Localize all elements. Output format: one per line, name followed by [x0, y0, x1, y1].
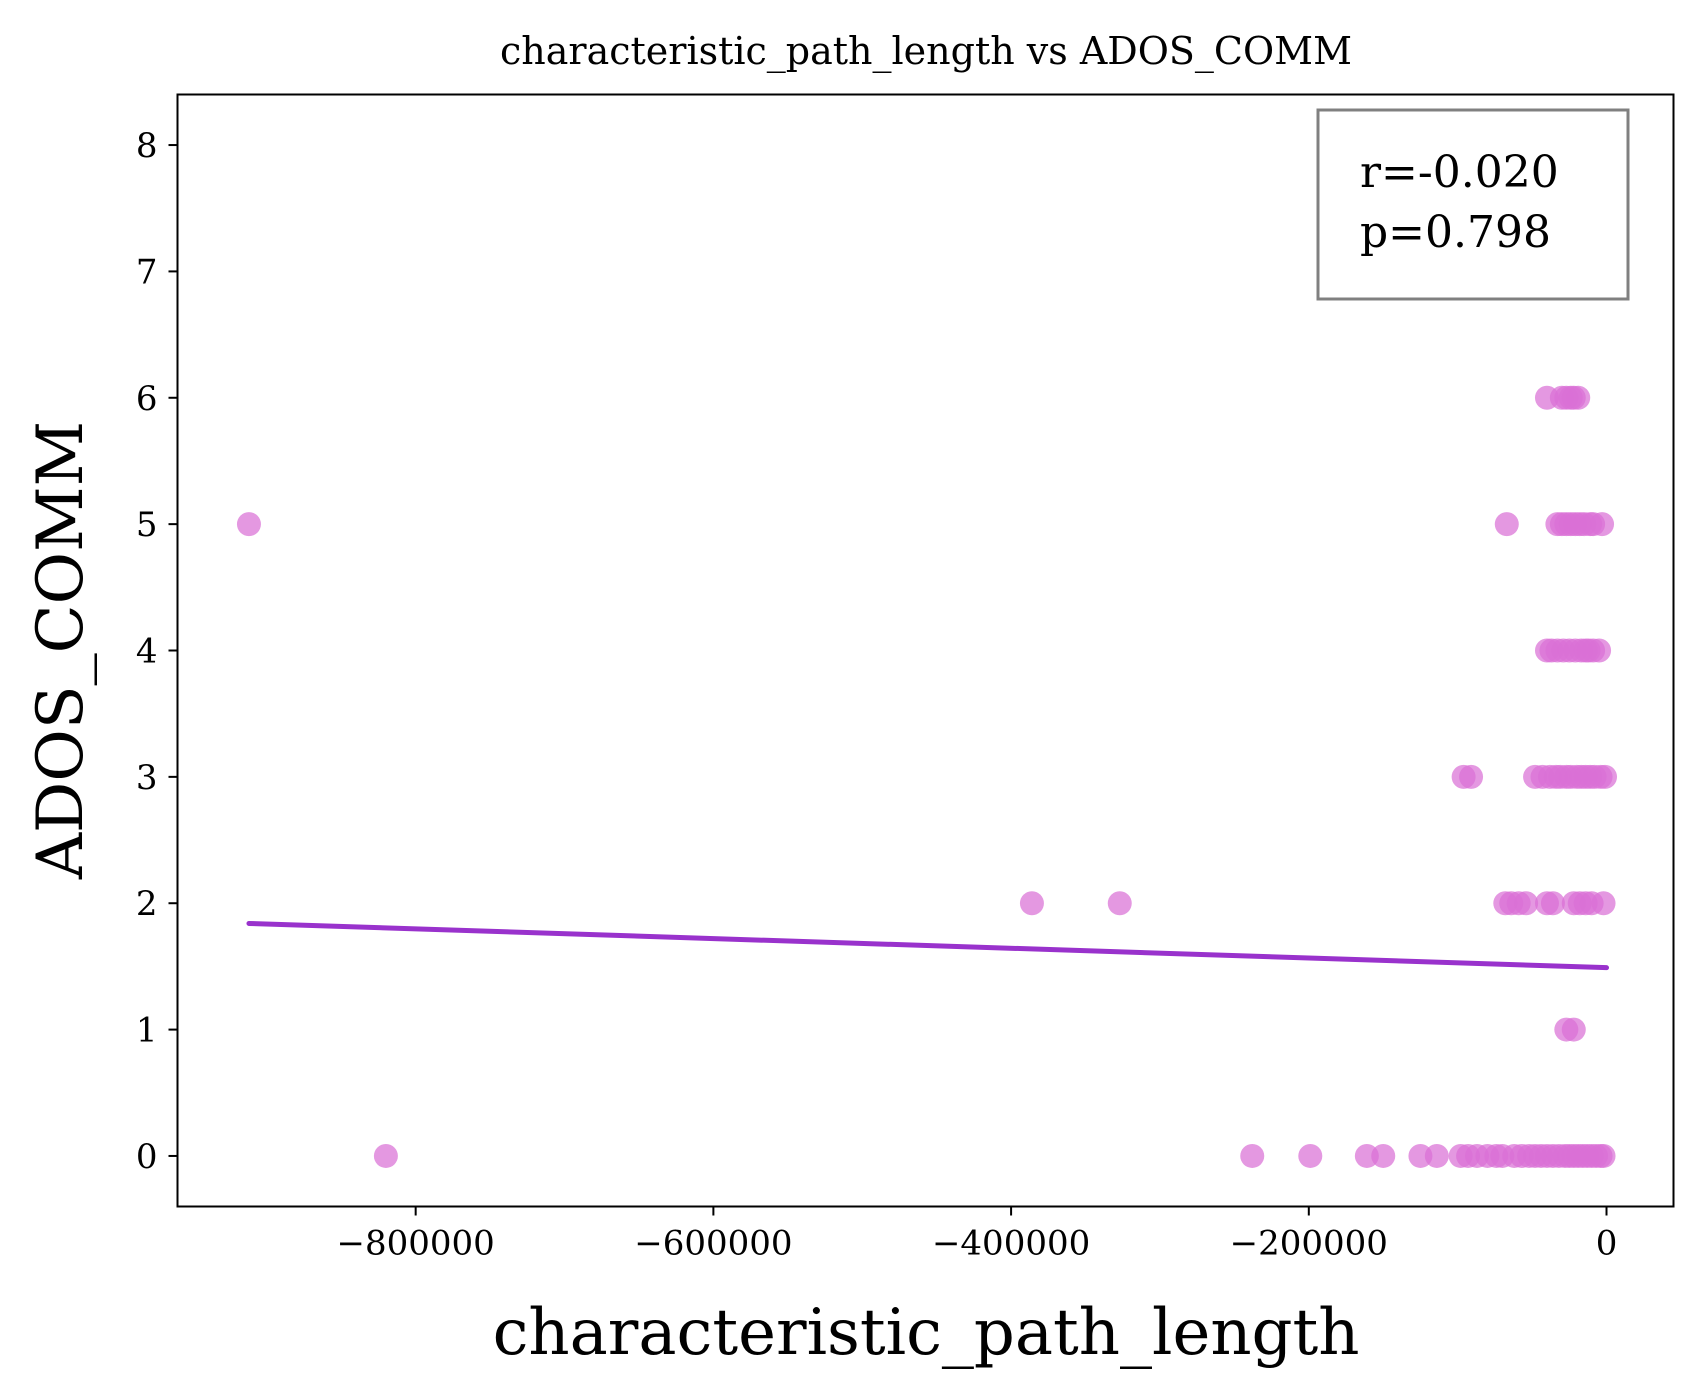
data-point — [1459, 765, 1483, 789]
y-tick-label: 6 — [136, 379, 158, 419]
y-tick-label: 0 — [136, 1137, 158, 1177]
data-point — [1541, 891, 1565, 915]
y-tick-label: 8 — [136, 126, 158, 166]
y-tick-label: 3 — [136, 758, 158, 798]
data-point — [374, 1144, 398, 1168]
data-point — [1562, 1018, 1586, 1042]
x-tick-label: −600000 — [634, 1224, 792, 1264]
data-point — [1425, 1144, 1449, 1168]
x-tick-label: 0 — [1596, 1224, 1618, 1264]
y-tick-label: 2 — [136, 884, 158, 924]
x-tick-label: −400000 — [932, 1224, 1090, 1264]
data-point — [1240, 1144, 1264, 1168]
data-point — [1590, 512, 1614, 536]
data-point — [1566, 386, 1590, 410]
data-point — [1371, 1144, 1395, 1168]
y-tick-label: 5 — [136, 505, 158, 545]
chart-title: characteristic_path_length vs ADOS_COMM — [500, 29, 1352, 74]
data-point — [1298, 1144, 1322, 1168]
data-point — [1020, 891, 1044, 915]
data-point — [1587, 639, 1611, 663]
y-axis-label: ADOS_COMM — [24, 421, 98, 880]
y-tick-label: 4 — [136, 632, 158, 672]
x-axis-label: characteristic_path_length — [493, 1296, 1360, 1370]
stats-annotation-frame — [1318, 110, 1628, 299]
y-tick-label: 7 — [136, 252, 158, 292]
data-point — [1592, 1144, 1616, 1168]
data-point — [1514, 891, 1538, 915]
data-point — [1592, 891, 1616, 915]
data-point — [1108, 891, 1132, 915]
x-tick-label: −200000 — [1230, 1224, 1388, 1264]
x-tick-label: −800000 — [337, 1224, 495, 1264]
data-point — [237, 512, 261, 536]
correlation-p-label: p=0.798 — [1360, 207, 1551, 258]
stats-annotation: r=-0.020 p=0.798 — [1318, 110, 1628, 299]
data-point — [1495, 512, 1519, 536]
correlation-r-label: r=-0.020 — [1360, 147, 1559, 198]
data-point — [1593, 765, 1617, 789]
y-tick-label: 1 — [136, 1011, 158, 1051]
